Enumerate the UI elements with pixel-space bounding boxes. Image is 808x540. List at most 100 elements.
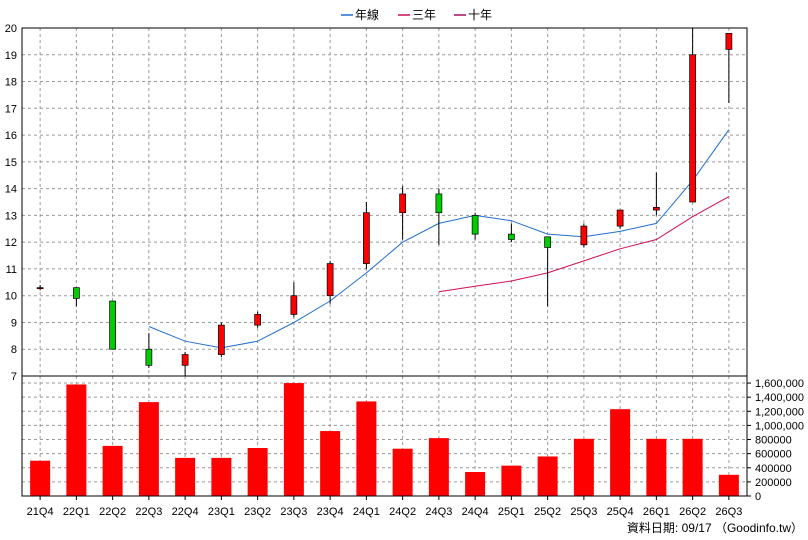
x-tick-label: 24Q3 bbox=[425, 506, 452, 518]
x-tick-label: 25Q3 bbox=[570, 506, 597, 518]
x-tick-label: 21Q4 bbox=[27, 506, 54, 518]
candle-body-up bbox=[36, 287, 44, 290]
candle bbox=[653, 172, 660, 216]
candle-body-down bbox=[435, 193, 443, 214]
candle-body-up bbox=[254, 314, 261, 326]
candle-body-up bbox=[363, 212, 370, 264]
candle bbox=[36, 284, 44, 291]
volume-panel: 0 200000 400000 600000 800000 1,000,000 1,200,… bbox=[21, 375, 804, 503]
candle-body-down bbox=[73, 287, 80, 299]
volume-bar bbox=[102, 445, 123, 496]
candle bbox=[218, 322, 225, 358]
price-frame bbox=[21, 27, 748, 377]
candle-body-up bbox=[326, 263, 334, 297]
candle-body-down bbox=[508, 233, 515, 240]
candle bbox=[580, 223, 588, 248]
x-tick-label: 26Q2 bbox=[679, 506, 706, 518]
price-tick-label: 17 bbox=[5, 103, 17, 115]
candle-body-up bbox=[616, 209, 624, 227]
candle-body-up bbox=[218, 324, 225, 355]
volume-tick-label: 400000 bbox=[755, 463, 792, 475]
volume-frame bbox=[21, 375, 748, 497]
candle bbox=[399, 185, 406, 240]
volume-bar bbox=[718, 474, 739, 496]
price-tick-label: 8 bbox=[11, 344, 17, 356]
candle-body-up bbox=[689, 54, 696, 203]
candle bbox=[435, 188, 443, 245]
candle bbox=[254, 311, 261, 328]
volume-bar bbox=[501, 465, 522, 496]
price-tick-label: 14 bbox=[5, 184, 17, 196]
volume-tick-label: 600000 bbox=[755, 449, 792, 461]
legend-label: 年線 bbox=[355, 7, 379, 22]
volume-tick-label: 1,000,000 bbox=[755, 420, 804, 432]
volume-bar bbox=[573, 438, 594, 496]
price-tick-label: 11 bbox=[6, 264, 17, 276]
candle bbox=[326, 260, 334, 304]
price-tick-label: 9 bbox=[11, 317, 17, 329]
candle bbox=[689, 28, 696, 203]
legend-item: 十年 bbox=[454, 8, 492, 22]
candle bbox=[145, 333, 153, 368]
volume-bar bbox=[66, 384, 87, 496]
x-tick-label: 23Q4 bbox=[317, 506, 344, 518]
volume-bar bbox=[320, 431, 341, 496]
x-axis: 21Q4 22Q1 22Q2 22Q3 22Q4 23Q1 23Q2 23Q3 23Q4 24Q1… bbox=[27, 496, 742, 518]
legend-label: 三年 bbox=[412, 8, 436, 22]
legend-item: 年線 bbox=[341, 7, 379, 22]
price-tick-label: 18 bbox=[5, 77, 17, 89]
x-tick-label: 25Q2 bbox=[534, 506, 561, 518]
legend-item: 三年 bbox=[398, 8, 436, 22]
candle bbox=[725, 33, 733, 103]
candle bbox=[290, 282, 298, 318]
candle-body-up bbox=[399, 193, 406, 214]
candle-body-down bbox=[109, 300, 116, 350]
price-tick-label: 7 bbox=[11, 371, 17, 383]
volume-bar bbox=[283, 383, 304, 496]
volume-bar bbox=[428, 438, 449, 496]
price-tick-label: 19 bbox=[5, 50, 17, 62]
x-tick-label: 26Q1 bbox=[643, 506, 670, 518]
volume-tick-label: 0 bbox=[755, 491, 761, 503]
volume-bar bbox=[30, 460, 51, 496]
price-tick-label: 10 bbox=[5, 291, 17, 303]
candle bbox=[616, 209, 624, 229]
x-tick-label: 25Q1 bbox=[498, 506, 525, 518]
x-tick-label: 25Q4 bbox=[607, 506, 634, 518]
x-tick-label: 24Q1 bbox=[353, 506, 380, 518]
price-tick-label: 16 bbox=[5, 130, 17, 142]
volume-bar bbox=[537, 456, 558, 496]
legend-label: 十年 bbox=[468, 8, 492, 22]
price-tick-label: 13 bbox=[5, 210, 17, 222]
volume-tick-label: 1,600,000 bbox=[755, 378, 804, 390]
volume-bar bbox=[465, 472, 486, 496]
volume-tick-label: 1,200,000 bbox=[755, 406, 804, 418]
volume-bar bbox=[610, 409, 631, 496]
candle bbox=[544, 236, 551, 307]
x-tick-label: 23Q2 bbox=[244, 506, 271, 518]
candle-body-down bbox=[471, 215, 479, 235]
volume-bar bbox=[392, 448, 413, 496]
candle bbox=[73, 287, 80, 307]
volume-tick-label: 800000 bbox=[755, 435, 792, 447]
volume-bar bbox=[682, 438, 703, 496]
ma-line bbox=[438, 196, 730, 293]
candle-body-up bbox=[653, 207, 660, 211]
price-tick-label: 20 bbox=[5, 23, 17, 35]
x-tick-label: 22Q3 bbox=[135, 506, 162, 518]
candle-body-up bbox=[580, 225, 588, 246]
price-tick-label: 15 bbox=[5, 157, 17, 169]
x-tick-label: 23Q1 bbox=[208, 506, 235, 518]
candle-body-down bbox=[145, 348, 153, 366]
x-tick-label: 22Q2 bbox=[99, 506, 126, 518]
volume-bar bbox=[356, 401, 377, 496]
volume-bar bbox=[211, 457, 232, 496]
volume-tick-label: 1,400,000 bbox=[755, 392, 804, 404]
volume-bar bbox=[247, 448, 268, 496]
price-panel: 7 8 9 10 11 12 13 14 15 16 17 18 19 20 bbox=[5, 23, 748, 383]
volume-bar bbox=[175, 457, 196, 496]
candle-body-up bbox=[181, 354, 189, 366]
x-tick-label: 24Q2 bbox=[389, 506, 416, 518]
candle bbox=[181, 351, 189, 376]
